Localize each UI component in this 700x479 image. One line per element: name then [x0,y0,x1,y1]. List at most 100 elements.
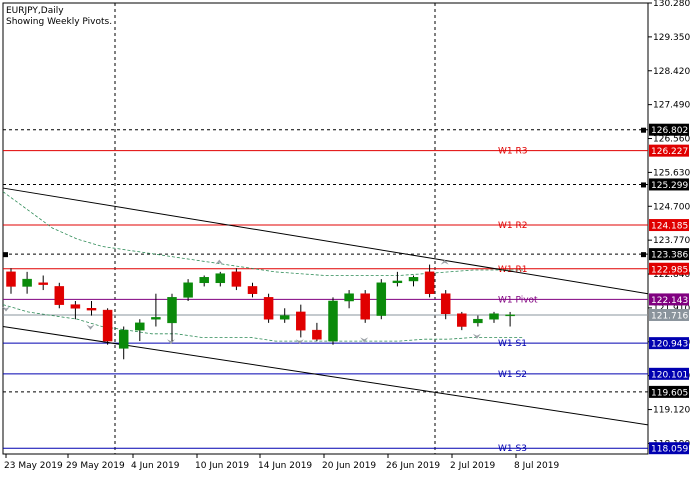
candle-body [344,293,354,302]
candle-body [263,297,274,320]
candle-body [440,293,451,314]
chart-symbol-title: EURJPY,Daily [6,6,64,16]
pivot-price-tag-text: 120.101 [651,370,688,380]
x-tick-label: 26 Jun 2019 [386,461,440,471]
level-price-tag [649,248,689,261]
current-price-tag-text: 121.716 [651,311,688,321]
candle-body [70,304,81,309]
candle-body [392,280,403,284]
pivot-level-label: W1 R3 [498,147,527,157]
candle [440,290,451,320]
pivot-level-label: W1 S3 [498,444,527,454]
x-tick-label: 14 Jun 2019 [258,461,312,471]
fractal-down-marker [295,339,304,345]
x-tick-label: 4 Jun 2019 [131,461,180,471]
y-tick-label: 128.420 [653,67,690,77]
candle [344,290,354,309]
pivot-price-tag-text: 126.227 [651,147,688,157]
candle [38,275,48,291]
candle-body [22,278,32,287]
trend-channel [2,187,649,426]
candle [247,282,258,298]
candle-body [183,282,193,298]
plot-area[interactable] [2,2,649,455]
candle [231,268,242,291]
y-tick-label: 122.840 [653,270,690,280]
level-price-tag-text: 126.802 [651,126,688,136]
candle-body [86,308,97,311]
candle [6,268,16,294]
level-price-tag [649,123,689,136]
candle [392,271,403,287]
x-tick-label: 20 Jun 2019 [322,461,376,471]
candle-body [360,293,370,320]
pivot-price-tag [649,262,689,275]
candle [215,271,226,287]
chart-subtitle: Showing Weekly Pivots. [6,17,112,27]
pivot-level-label: W1 S1 [498,339,527,349]
level-price-tag [649,385,689,398]
candles [6,264,515,360]
level-left-marker [3,252,8,258]
x-tick-label: 23 May 2019 [4,461,63,471]
candle [360,290,370,323]
candle [328,297,338,345]
candle [118,326,129,360]
x-tick-label: 29 May 2019 [66,461,125,471]
fractal-up-marker [440,259,449,265]
level-price-tag-text: 119.605 [651,388,688,398]
fractal-down-marker [2,306,10,312]
pivot-level-label: W1 R2 [498,221,527,231]
candle [473,315,483,327]
candle [312,322,322,342]
level-price-tag-text: 123.386 [651,251,688,261]
candle [167,293,177,342]
level-right-marker [641,252,646,258]
pivot-price-tag [649,144,689,157]
current-price-tag [649,308,689,321]
candle-body [312,329,322,340]
fractal-up-marker [215,259,224,265]
candle [54,282,65,309]
pivot-level-label: W1 S2 [498,370,527,380]
level-price-tag [649,178,689,191]
candle [86,300,97,316]
candle [183,279,193,301]
fractal-down-marker [86,324,95,330]
candle-body [231,271,242,287]
y-tick-label: 130.280 [653,0,690,9]
pivot-price-tag-text: 122.985 [651,265,688,275]
y-tick-label: 127.490 [653,101,690,111]
fractal-down-marker [472,333,481,339]
pivot-price-tag-text: 120.943 [651,340,688,350]
fractal-down-marker [167,339,175,345]
candle-body [473,318,483,324]
candle-body [296,311,306,331]
y-tick-label: 125.630 [653,168,690,178]
candle [199,275,209,287]
candle [263,293,274,323]
candle-body [199,277,209,284]
y-tick-label: 123.770 [653,236,690,246]
x-tick-label: 10 Jun 2019 [195,461,249,471]
lower-envelope-line [2,304,523,342]
price-tags: 126.802 125.299 123.386 119.605 126.227 124.1… [3,123,689,455]
candle [505,311,515,327]
candle-body [135,322,145,331]
time-axis[interactable]: 23 May 2019 29 May 2019 4 Jun 2019 10 Jun 2… [4,454,559,471]
lower-trend-line [2,326,649,426]
candle [22,271,32,294]
level-right-marker [641,127,646,133]
candle-body [151,317,161,320]
candle-body [247,286,258,294]
pivot-price-tag-text: 122.143 [651,296,688,306]
upper-envelope-line [2,191,523,276]
candle [457,311,467,331]
candle-body [457,313,467,327]
candle-body [215,273,226,284]
pivot-price-tag [649,293,689,306]
candle-body [6,271,16,287]
x-tick-label: 2 Jul 2019 [450,461,495,471]
